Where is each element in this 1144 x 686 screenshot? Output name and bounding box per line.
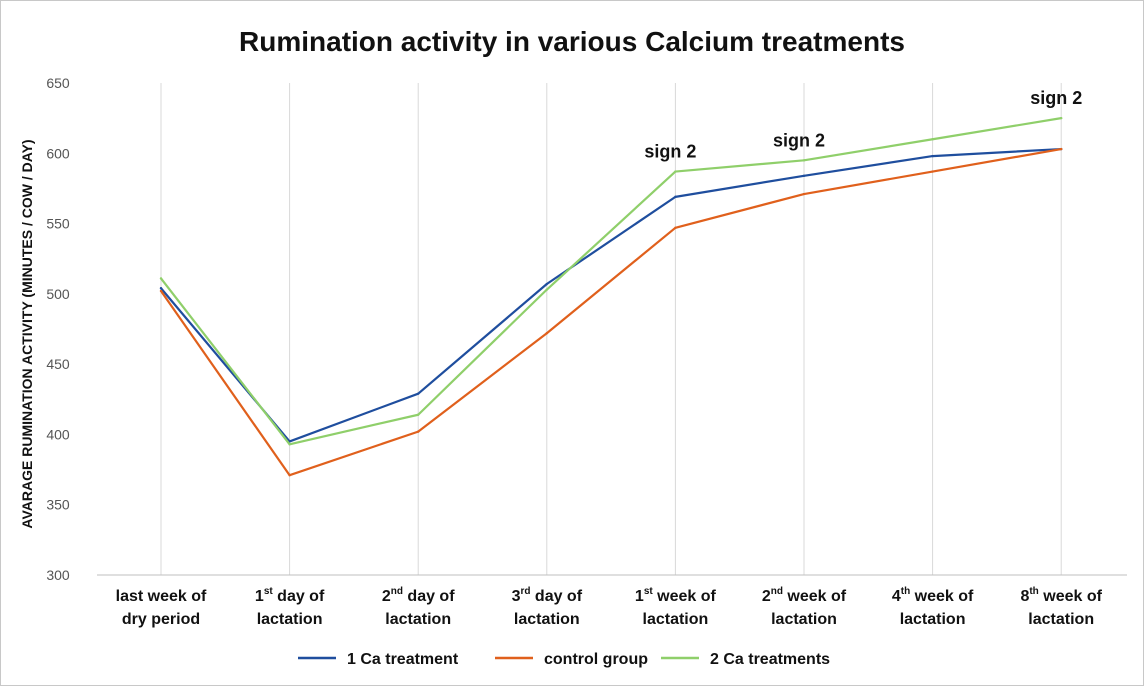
significance-annotation: sign 2	[644, 142, 696, 162]
legend-label: 2 Ca treatments	[710, 651, 830, 668]
x-tick-label: lactation	[385, 611, 451, 628]
series-lines	[159, 116, 1063, 477]
data-point	[1060, 147, 1063, 151]
y-tick-label: 500	[46, 286, 70, 302]
data-point	[288, 473, 291, 477]
annotations: sign 2 sign 2 sign 2	[644, 88, 1082, 161]
y-tick-label: 350	[46, 497, 70, 513]
chart-title: Rumination activity in various Calcium t…	[239, 26, 905, 57]
data-point	[1060, 116, 1063, 120]
data-point	[545, 288, 548, 291]
data-point	[931, 138, 934, 141]
data-point	[674, 195, 677, 199]
x-tick-label: dry period	[122, 611, 200, 628]
x-tick-label: lactation	[514, 611, 580, 628]
data-point	[931, 170, 934, 173]
legend-label: control group	[544, 651, 648, 668]
legend-label: 1 Ca treatment	[347, 651, 459, 668]
x-tick-label: last week of	[116, 588, 207, 605]
axes: 300 350 400 450 500 550 600 650 last week of dry …	[46, 75, 1127, 628]
x-tick-label: lactation	[1028, 611, 1094, 628]
y-axis-label: AVARAGE RUMINATION ACTIVITY (MINUTES / C…	[19, 139, 35, 528]
data-point	[159, 289, 163, 293]
gridlines	[160, 83, 1062, 575]
data-point	[674, 226, 677, 229]
x-tick-label: 3rd day of	[512, 586, 583, 605]
x-tick-label: 4th week of	[892, 586, 974, 605]
y-tick-label: 600	[46, 145, 70, 161]
y-tick-label: 650	[46, 75, 70, 91]
data-point	[288, 443, 291, 446]
x-tick-label: lactation	[257, 611, 323, 628]
data-point	[545, 332, 548, 335]
x-tick-label: lactation	[900, 611, 966, 628]
y-tick-label: 450	[46, 356, 70, 372]
significance-annotation: sign 2	[773, 130, 825, 150]
series-line-0	[159, 147, 1063, 443]
y-tick-label: 300	[46, 567, 70, 583]
x-tick-label: 2nd day of	[382, 586, 455, 605]
data-point	[802, 159, 806, 162]
legend: 1 Ca treatment control group 2 Ca treatmen…	[298, 651, 830, 668]
significance-annotation: sign 2	[1030, 88, 1082, 108]
x-tick-label: 1st week of	[635, 586, 717, 605]
x-tick-label: 2nd week of	[762, 586, 847, 605]
data-point	[417, 430, 420, 433]
data-point	[417, 392, 420, 395]
y-tick-label: 400	[46, 426, 70, 442]
series-line-1	[159, 147, 1063, 477]
x-tick-label: 1st day of	[255, 586, 325, 605]
x-tick-label: lactation	[771, 611, 837, 628]
y-tick-label: 550	[46, 216, 70, 232]
data-point	[417, 413, 420, 416]
data-point	[802, 192, 806, 196]
x-tick-label: lactation	[643, 611, 709, 628]
data-point	[802, 174, 806, 177]
data-point	[931, 154, 934, 158]
series-line-2	[159, 117, 1063, 446]
x-tick-label: 8th week of	[1020, 586, 1102, 605]
data-point	[674, 170, 677, 173]
data-point	[159, 287, 163, 290]
data-point	[545, 282, 548, 286]
data-point	[159, 277, 163, 280]
